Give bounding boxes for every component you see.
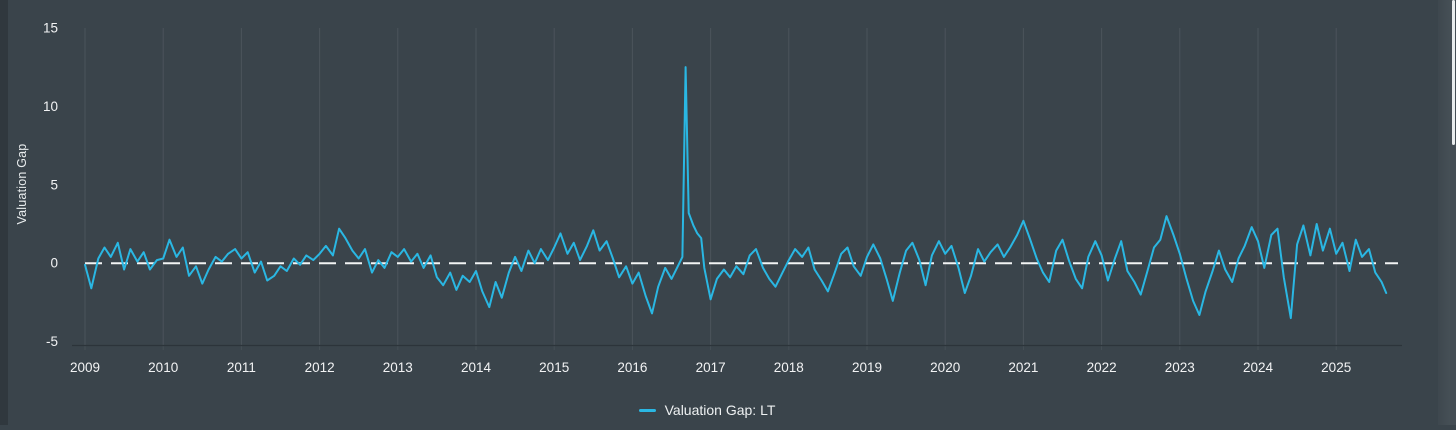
x-tick-label-2022: 2022: [1087, 360, 1117, 375]
legend-line-icon: [638, 408, 656, 412]
scrollbar-gutter: [1438, 0, 1450, 425]
x-tick-label-2018: 2018: [774, 360, 804, 375]
legend-item-valuation-gap-lt[interactable]: Valuation Gap: LT: [638, 402, 776, 418]
x-tick-label-2023: 2023: [1165, 360, 1195, 375]
x-tick-label-2013: 2013: [383, 360, 413, 375]
window-edge: [0, 0, 8, 425]
y-tick-label-15: 15: [43, 20, 58, 35]
y-tick-label-5: 5: [50, 177, 58, 192]
y-axis-title: Valuation Gap: [15, 143, 29, 225]
x-tick-label-2020: 2020: [930, 360, 960, 375]
y-tick-label--5: -5: [46, 334, 58, 349]
x-tick-label-2009: 2009: [70, 360, 100, 375]
y-tick-label-0: 0: [50, 256, 58, 271]
x-tick-label-2017: 2017: [696, 360, 726, 375]
x-tick-label-2025: 2025: [1321, 360, 1351, 375]
x-tick-label-2011: 2011: [227, 360, 256, 375]
x-tick-label-2024: 2024: [1243, 360, 1274, 375]
legend-label: Valuation Gap: LT: [664, 402, 776, 418]
series-line-0[interactable]: [84, 66, 1388, 320]
chart-legend: Valuation Gap: LT: [0, 398, 1414, 422]
x-tick-label-2021: 2021: [1008, 360, 1038, 375]
scrollbar-thumb[interactable]: [1452, 0, 1455, 145]
x-tick-label-2014: 2014: [461, 360, 492, 375]
x-tick-label-2019: 2019: [852, 360, 882, 375]
x-tick-label-2015: 2015: [539, 360, 569, 375]
scrollbar[interactable]: [1450, 0, 1456, 425]
x-tick-label-2012: 2012: [305, 360, 335, 375]
x-tick-label-2010: 2010: [148, 360, 178, 375]
x-tick-label-2016: 2016: [617, 360, 647, 375]
y-tick-label-10: 10: [43, 99, 58, 114]
